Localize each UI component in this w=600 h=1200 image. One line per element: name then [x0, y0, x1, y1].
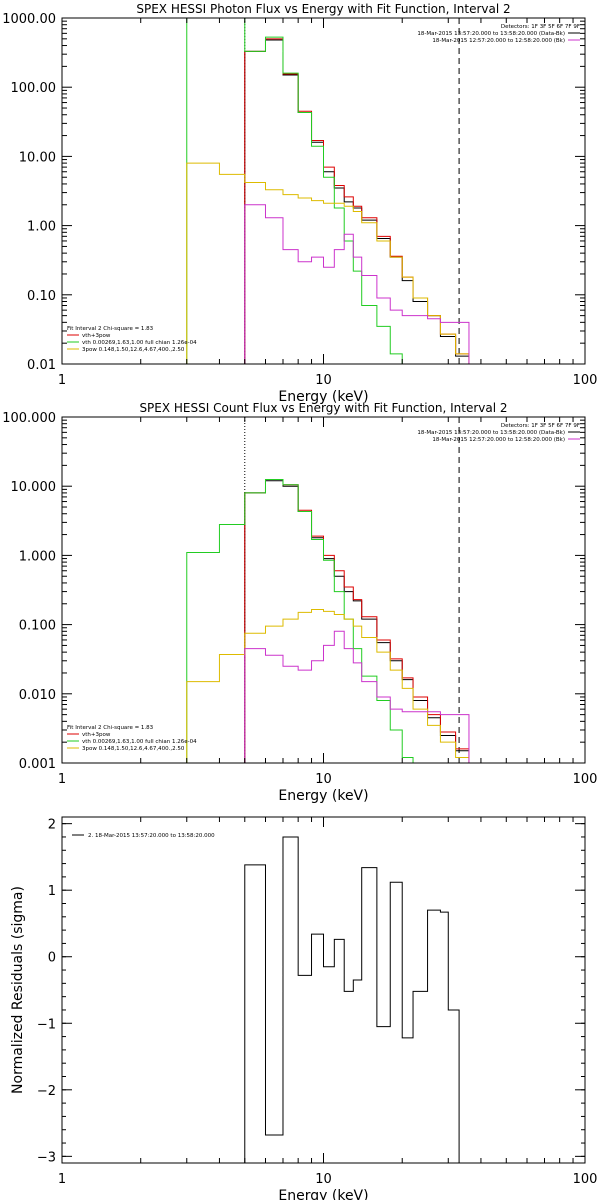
x-tick-label: 1: [58, 1172, 66, 1187]
y-tick-label: 10.00: [19, 150, 56, 165]
x-tick-label: 10: [315, 1172, 332, 1187]
legend-top-right: Detectors: 1F 3F 5F 6F 7F 9F18-Mar-2015 …: [417, 24, 580, 44]
y-tick-label: −3: [37, 1150, 56, 1165]
y-tick-label: 0.001: [19, 757, 56, 772]
legend-entry-text: vth+3pow: [82, 333, 111, 339]
x-tick-label: 10: [315, 373, 332, 388]
chart-3: 1 10 100 −3 −2 −1 0 1 2 Energy (keV) Normalized Re…: [10, 816, 598, 1200]
series-residuals-line: [244, 836, 460, 1163]
legend-entry-text: 18-Mar-2015 13:57:20.000 to 13:58:20.000…: [417, 430, 565, 436]
y-tick-label: 0: [48, 951, 56, 966]
y-tick-label: 100.00: [11, 81, 57, 96]
chart-1: 1 10 100 0.01 0.10 1.00 10.00 100.00 1000.00 SPEX…: [2, 2, 598, 405]
y-tick-label: −2: [37, 1084, 56, 1099]
series-3pow-line: [186, 162, 470, 364]
y-tick-label: −1: [37, 1017, 56, 1032]
y-tick-label: 1000.00: [2, 12, 56, 27]
series-3pow-line: [186, 609, 470, 763]
legend-entry-text: 18-Mar-2015 12:57:20.000 to 12:58:20.000…: [432, 437, 565, 443]
chart-title: SPEX HESSI Photon Flux vs Energy with Fi…: [136, 2, 510, 16]
y-tick-label: 1: [48, 884, 56, 899]
x-tick-label: 100: [573, 373, 598, 388]
legend-detectors: Detectors: 1F 3F 5F 6F 7F 9F: [501, 423, 580, 429]
plot-frame: [61, 816, 586, 1164]
legend-top-right: Detectors: 1F 3F 5F 6F 7F 9F18-Mar-2015 …: [417, 423, 580, 443]
chart-2: 1 10 100 0.001 0.010 0.100 1.000 10.000 100.000 S…: [2, 401, 597, 804]
legend-top-left: 2. 18-Mar-2015 13:57:20.000 to 13:58:20.…: [72, 833, 215, 839]
series-vth-3pow-line: [244, 478, 470, 763]
legend-bottom-left: Fit Interval 2 Chi-square = 1.83vth+3pow…: [67, 326, 197, 353]
series-bk-line: [244, 204, 470, 364]
legend-detectors: Detectors: 1F 3F 5F 6F 7F 9F: [501, 24, 580, 30]
x-axis-label: Energy (keV): [278, 788, 368, 804]
y-axis-label: Normalized Residuals (sigma): [10, 886, 26, 1094]
y-tick-label: 0.100: [19, 619, 56, 634]
plot-area: [244, 836, 460, 1163]
legend-entry-text: vth 0.00269,1.63,1.00 full chian 1.26e-0…: [82, 340, 197, 346]
y-tick-label: 100.000: [2, 411, 56, 426]
x-tick-label: 10: [315, 772, 332, 787]
series-vth-line: [186, 478, 414, 763]
plot-frame: [61, 17, 586, 365]
x-axis-label: Energy (keV): [278, 389, 368, 405]
legend-entry-text: 18-Mar-2015 12:57:20.000 to 12:58:20.000…: [432, 38, 565, 44]
legend-bottom-left: Fit Interval 2 Chi-square = 1.83vth+3pow…: [67, 725, 197, 752]
y-tick-label: 0.01: [27, 358, 56, 373]
plot-frame: [61, 416, 586, 764]
legend-fit-info: Fit Interval 2 Chi-square = 1.83: [67, 326, 154, 332]
y-tick-label: 1.00: [27, 220, 56, 235]
legend-entry-text: 18-Mar-2015 13:57:20.000 to 13:58:20.000…: [417, 31, 565, 37]
legend-entry-text: 3pow 0.148,1.50,12.6,4.67,400.,2.50: [82, 347, 185, 353]
x-axis-label: Energy (keV): [278, 1188, 368, 1200]
series-bk-line: [244, 630, 470, 763]
y-tick-label: 10.000: [11, 480, 57, 495]
x-tick-label: 1: [58, 373, 66, 388]
y-tick-label: 0.010: [19, 688, 56, 703]
x-tick-label: 100: [573, 1172, 598, 1187]
plot-area: [186, 417, 470, 763]
y-tick-label: 0.10: [27, 289, 56, 304]
series-vth-line: [186, 18, 403, 364]
legend-entry-text: vth+3pow: [82, 732, 111, 738]
chart-title: SPEX HESSI Count Flux vs Energy with Fit…: [139, 401, 507, 415]
y-tick-label: 1.000: [19, 549, 56, 564]
legend-entry-text: 3pow 0.148,1.50,12.6,4.67,400.,2.50: [82, 746, 185, 752]
series-data-bk-line: [244, 480, 470, 763]
x-tick-label: 100: [573, 772, 598, 787]
y-tick-label: 2: [48, 818, 56, 833]
legend-fit-info: Fit Interval 2 Chi-square = 1.83: [67, 725, 154, 731]
legend-entry-text: vth 0.00269,1.63,1.00 full chian 1.26e-0…: [82, 739, 197, 745]
x-tick-label: 1: [58, 772, 66, 787]
legend-entry-text: 2. 18-Mar-2015 13:57:20.000 to 13:58:20.…: [88, 833, 215, 839]
plot-area: [186, 18, 470, 364]
